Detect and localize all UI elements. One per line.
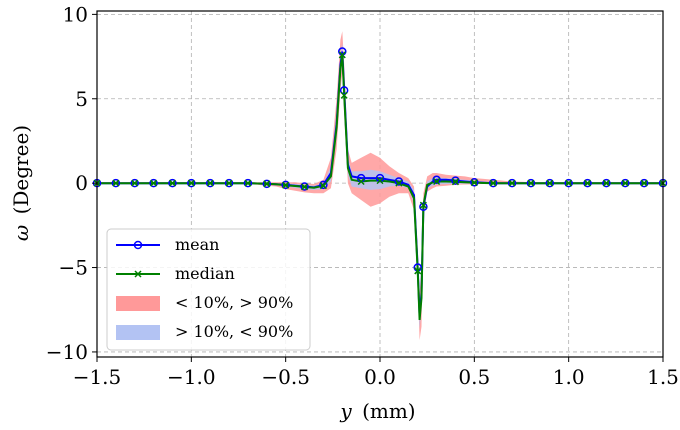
x-tick-label: 1.0 bbox=[553, 365, 585, 389]
x-tick-label: −0.5 bbox=[261, 365, 310, 389]
x-tick-label: −1.5 bbox=[73, 365, 122, 389]
legend: mean median < 10%, > 90% > 10%, < 90% bbox=[106, 228, 311, 351]
mean-marker bbox=[526, 178, 536, 188]
median-marker bbox=[489, 179, 497, 187]
y-tick-label: 0 bbox=[75, 171, 88, 195]
median-marker bbox=[602, 179, 610, 187]
median-marker bbox=[470, 179, 478, 187]
median-marker bbox=[546, 179, 554, 187]
median-marker bbox=[301, 183, 309, 191]
mean-marker bbox=[639, 178, 649, 188]
legend-marker bbox=[133, 240, 143, 250]
x-axis-ticks: −1.5 −1.0 −0.5 0.0 0.5 1.0 1.5 bbox=[73, 357, 679, 389]
x-axis-unit: (mm) bbox=[362, 399, 416, 423]
mean-marker bbox=[621, 178, 630, 188]
median-marker bbox=[433, 177, 441, 185]
mean-marker bbox=[564, 178, 573, 188]
mean-marker bbox=[451, 176, 460, 185]
y-tick-label: −10 bbox=[46, 340, 88, 364]
mean-marker bbox=[224, 178, 234, 188]
mean-marker bbox=[583, 178, 592, 188]
mean-marker bbox=[300, 182, 309, 191]
median-marker bbox=[621, 179, 629, 187]
mean-marker bbox=[432, 175, 441, 185]
mean-marker bbox=[545, 178, 555, 188]
median-marker bbox=[131, 179, 139, 187]
median-marker bbox=[527, 179, 535, 187]
band-inner bbox=[97, 43, 663, 329]
median-line bbox=[97, 54, 663, 320]
legend-label: median bbox=[175, 264, 235, 283]
median-marker bbox=[565, 179, 573, 187]
median-marker bbox=[395, 179, 403, 187]
median-marker bbox=[244, 179, 252, 187]
percentile-bands bbox=[97, 31, 663, 341]
mean-marker bbox=[488, 178, 498, 188]
median-marker bbox=[340, 91, 348, 99]
y-tick-label: −5 bbox=[59, 256, 88, 280]
mean-marker bbox=[602, 178, 611, 188]
y-axis-var: ω bbox=[9, 225, 33, 241]
median-marker bbox=[640, 179, 648, 187]
x-tick-label: 1.5 bbox=[647, 365, 679, 389]
mean-marker bbox=[319, 180, 328, 190]
median-marker bbox=[206, 179, 214, 187]
median-marker bbox=[451, 178, 459, 186]
median-marker bbox=[150, 179, 158, 187]
x-axis-var: y bbox=[339, 399, 352, 423]
median-marker bbox=[376, 177, 384, 185]
mean-marker bbox=[470, 178, 479, 187]
legend-swatch bbox=[116, 296, 160, 311]
mean-marker bbox=[205, 178, 215, 188]
median-marker bbox=[319, 182, 327, 190]
mean-marker bbox=[262, 179, 272, 189]
y-tick-label: 5 bbox=[75, 87, 88, 111]
legend-box bbox=[106, 228, 311, 351]
series-lines bbox=[97, 51, 663, 320]
mean-marker bbox=[187, 178, 196, 188]
mean-marker bbox=[111, 178, 121, 188]
x-tick-label: 0.0 bbox=[364, 365, 396, 389]
median-marker bbox=[112, 179, 120, 187]
median-marker bbox=[282, 181, 290, 189]
median-marker bbox=[508, 179, 516, 187]
x-tick-label: −1.0 bbox=[167, 365, 216, 389]
y-axis-title: ω (Degree) bbox=[9, 125, 33, 241]
legend-swatch bbox=[116, 325, 160, 340]
mean-marker bbox=[419, 202, 428, 212]
mean-marker bbox=[394, 177, 404, 186]
mean-marker bbox=[130, 178, 139, 188]
y-axis-unit: (Degree) bbox=[9, 125, 33, 215]
x-axis-title: y (mm) bbox=[339, 399, 415, 423]
mean-marker bbox=[168, 178, 177, 188]
mean-marker bbox=[507, 178, 517, 188]
legend-label: mean bbox=[175, 235, 219, 254]
median-marker bbox=[225, 179, 233, 187]
legend-marker bbox=[134, 270, 142, 278]
median-marker bbox=[168, 179, 176, 187]
x-tick-label: 0.5 bbox=[458, 365, 490, 389]
median-marker bbox=[357, 177, 365, 185]
legend-label: < 10%, > 90% bbox=[175, 293, 293, 312]
mean-marker bbox=[281, 180, 290, 190]
median-marker bbox=[584, 179, 592, 187]
median-marker bbox=[263, 180, 271, 188]
mean-marker bbox=[149, 178, 158, 188]
legend-label: > 10%, < 90% bbox=[175, 322, 293, 341]
median-marker bbox=[338, 51, 346, 59]
median-marker bbox=[187, 179, 195, 187]
median-marker bbox=[414, 267, 422, 275]
y-axis-ticks: −10 −5 0 5 10 bbox=[46, 2, 97, 364]
median-marker bbox=[419, 201, 427, 209]
mean-marker bbox=[243, 178, 253, 188]
mean-marker bbox=[339, 86, 349, 95]
y-tick-label: 10 bbox=[63, 2, 88, 26]
